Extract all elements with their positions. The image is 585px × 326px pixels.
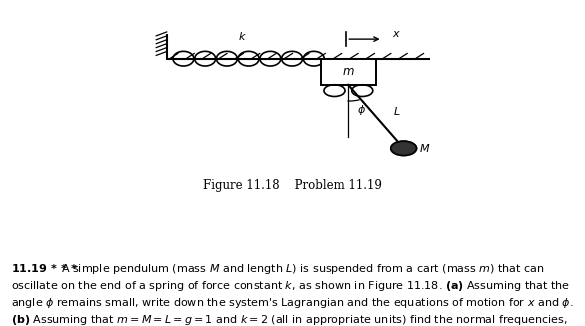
Text: $M$: $M$	[419, 142, 430, 154]
Bar	[321, 59, 376, 85]
Text: $\mathbf{(b)}$ Assuming that $m = M = L = g = 1$ and $k = 2$ (all in appropriate: $\mathbf{(b)}$ Assuming that $m = M = L …	[11, 313, 567, 326]
Text: A simple pendulum (mass $M$ and length $L$) is suspended from a cart (mass $m$) : A simple pendulum (mass $M$ and length $…	[61, 262, 545, 276]
Text: $L$: $L$	[393, 105, 401, 117]
Text: Figure 11.18    Problem 11.19: Figure 11.18 Problem 11.19	[203, 179, 382, 192]
Text: $\phi$: $\phi$	[357, 103, 366, 117]
Text: oscillate on the end of a spring of force constant $k$, as shown in Figure 11.18: oscillate on the end of a spring of forc…	[11, 279, 570, 293]
Text: $x$: $x$	[392, 29, 401, 39]
Text: $\mathbf{11.19}$$\mathbf{\,***}$: $\mathbf{11.19}$$\mathbf{\,***}$	[11, 262, 78, 274]
Text: $k$: $k$	[238, 30, 247, 42]
Text: $m$: $m$	[342, 65, 355, 78]
Text: angle $\phi$ remains small, write down the system's Lagrangian and the equations: angle $\phi$ remains small, write down t…	[11, 296, 573, 310]
Circle shape	[391, 141, 417, 156]
